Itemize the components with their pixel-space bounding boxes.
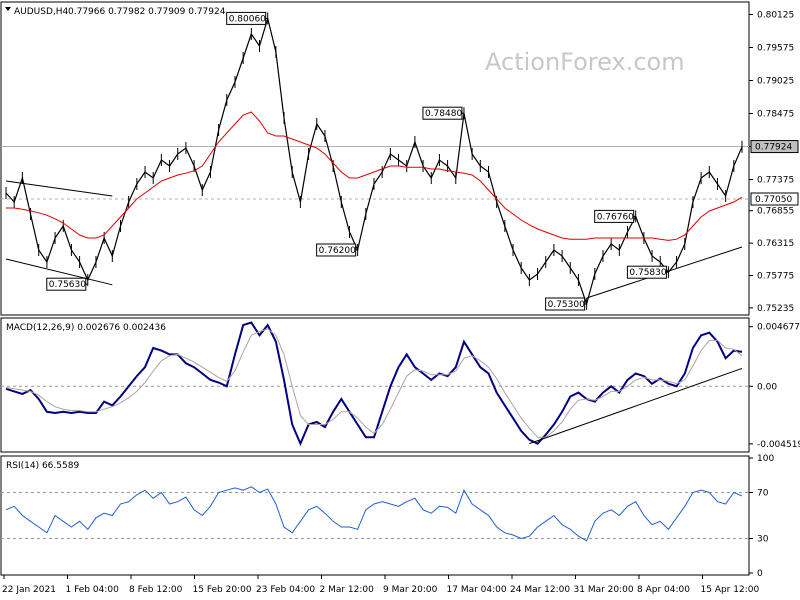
rsi-tick-label: 100 [757, 454, 774, 464]
price-tick-label: 0.75775 [757, 272, 794, 282]
moving-average-line [6, 111, 743, 241]
price-tick-label: 0.76315 [757, 239, 794, 249]
macd-trend-line [529, 367, 743, 445]
price-tick-label: 0.76855 [757, 207, 794, 217]
macd-line [5, 321, 743, 447]
watermark: ActionForex.com [485, 48, 685, 76]
trend-line [5, 180, 113, 197]
price-tick-label: 0.79025 [757, 77, 794, 87]
rsi-title: RSI(14) 66.5589 [6, 461, 79, 471]
rsi-panel-frame [0, 455, 750, 576]
time-tick-label: 9 Mar 20:00 [383, 585, 438, 595]
time-tick-label: 8 Apr 04:00 [637, 585, 690, 595]
marked-level-box [750, 192, 799, 206]
price-annotation-box [316, 243, 357, 257]
price-panel: 0.801250.795750.790250.784750.779250.773… [1, 11, 799, 314]
time-tick-label: 24 Mar 12:00 [510, 585, 570, 595]
price-annotation-label: 0.75300 [548, 300, 585, 310]
ohlc-label: 0.77966 0.77982 0.77909 0.77924 [68, 7, 226, 17]
price-tick-label: 0.77375 [757, 176, 794, 186]
price-panel-frame [0, 1, 750, 316]
price-annotation-box [626, 265, 667, 279]
time-tick-label: 22 Jan 2021 [2, 585, 56, 595]
macd-tick-label: 0.00 [757, 382, 777, 392]
marked-level-label: 0.77050 [755, 195, 792, 205]
current-price-label: 0.77924 [755, 143, 792, 153]
price-tick-label: 0.80125 [757, 11, 794, 21]
price-annotation-label: 0.78480 [425, 109, 462, 119]
price-annotation-label: 0.80060 [229, 14, 266, 24]
current-price-box [750, 140, 799, 154]
macd-panel: MACD(12,26,9) 0.002676 0.002436 0.004677 0… [1, 321, 800, 450]
time-axis: 22 Jan 2021 1 Feb 04:00 8 Feb 12:00 15 Feb … [2, 575, 759, 595]
time-tick-label: 8 Feb 12:00 [129, 585, 183, 595]
macd-signal-line [5, 328, 743, 438]
price-annotation-box [46, 277, 87, 291]
rsi-tick-label: 30 [757, 535, 769, 545]
rsi-tick-label: 0 [757, 569, 763, 579]
trend-line [5, 258, 113, 286]
time-tick-label: 15 Apr 12:00 [701, 585, 760, 595]
price-annotation-box [422, 106, 463, 120]
macd-panel-frame [0, 317, 750, 453]
rsi-tick-label: 70 [757, 489, 769, 499]
price-annotation-label: 0.76200 [319, 246, 356, 256]
time-tick-label: 1 Feb 04:00 [66, 585, 120, 595]
symbol-label: AUDUSD,H4 [14, 7, 69, 17]
macd-title: MACD(12,26,9) 0.002676 0.002436 [6, 323, 166, 333]
macd-tick-label: -0.004519 [757, 440, 800, 450]
rsi-panel: RSI(14) 66.5589 100 70 30 0 [1, 454, 774, 579]
price-annotation-box [594, 209, 635, 223]
rsi-line [5, 486, 743, 542]
price-tick-label: 0.78475 [757, 110, 794, 120]
macd-tick-label: 0.004677 [757, 323, 800, 333]
time-tick-label: 17 Mar 04:00 [447, 585, 507, 595]
time-tick-label: 23 Feb 04:00 [256, 585, 315, 595]
price-tick-label: 0.75235 [757, 304, 794, 314]
time-tick-label: 31 Mar 20:00 [574, 585, 634, 595]
price-annotation-label: 0.76760 [597, 212, 634, 222]
price-annotation-label: 0.75830 [629, 268, 666, 278]
time-tick-label: 2 Mar 12:00 [320, 585, 375, 595]
price-annotation-box [545, 297, 586, 311]
price-annotation-box [226, 11, 267, 25]
time-tick-label: 15 Feb 20:00 [193, 585, 252, 595]
price-annotation-label: 0.75630 [49, 280, 86, 290]
price-tick-label: 0.79575 [757, 44, 794, 54]
dropdown-triangle-icon[interactable] [5, 7, 11, 11]
